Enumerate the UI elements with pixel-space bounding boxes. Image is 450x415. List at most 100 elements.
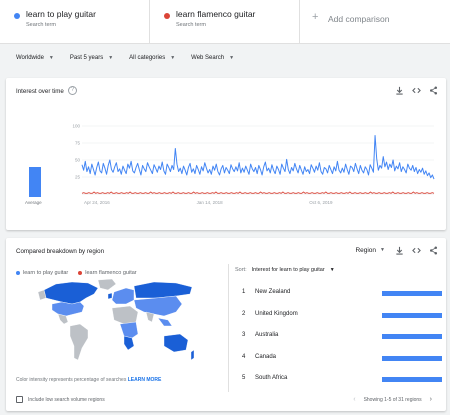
map-region-uk: [107, 292, 113, 300]
region-name: United Kingdom: [255, 310, 298, 317]
term-1-name: learn to play guitar: [26, 9, 96, 19]
help-icon[interactable]: ?: [68, 86, 77, 95]
region-value-bar: [382, 355, 442, 361]
low-volume-checkbox[interactable]: [16, 396, 23, 403]
map-region-asia: [133, 295, 183, 317]
series-line-2[interactable]: [81, 191, 435, 194]
pager-text: Showing 1-5 of 31 regions: [363, 396, 422, 403]
download-icon[interactable]: [394, 85, 404, 95]
sort-label: Sort:: [235, 267, 247, 273]
average-label: Average: [25, 200, 42, 205]
map-region-alaska: [37, 289, 47, 301]
region-name: Australia: [255, 332, 279, 338]
caret-down-icon: ▼: [48, 55, 54, 61]
y-tick-label: 100: [72, 124, 80, 129]
caret-down-icon: ▼: [229, 55, 235, 61]
next-page-icon[interactable]: ›: [429, 396, 432, 403]
map-region-europe: [111, 287, 135, 305]
download-icon[interactable]: [394, 245, 404, 255]
map-region-canada: [43, 281, 99, 305]
region-value-bar: [382, 334, 442, 339]
location-filter-label: Worldwide: [16, 55, 44, 61]
region-value-bar: [382, 291, 442, 296]
y-tick-label: 50: [75, 158, 81, 163]
map-region-greenland: [97, 278, 117, 291]
y-tick-label: 25: [75, 175, 81, 180]
x-tick-label: Apr 24, 2016: [84, 200, 110, 205]
divider: [228, 264, 229, 392]
region-rank: 1: [242, 289, 246, 295]
share-icon[interactable]: [428, 245, 438, 255]
map-region-usa: [51, 301, 85, 317]
low-volume-checkbox-row[interactable]: Include low search volume regions: [16, 396, 105, 403]
property-filter-label: Web Search: [191, 55, 225, 61]
region-rank: 3: [242, 332, 246, 338]
region-rank: 2: [242, 310, 246, 317]
share-icon[interactable]: [428, 85, 438, 95]
region-value-bar: [382, 377, 442, 382]
plus-icon: +: [312, 11, 319, 23]
legend-dot-term-2: [78, 271, 83, 275]
embed-icon[interactable]: [411, 245, 421, 255]
region-legend: learn to play guitar learn flamenco guit…: [16, 270, 137, 276]
legend-item-term-2: learn flamenco guitar: [78, 270, 137, 276]
region-value-bar: [382, 312, 442, 318]
map-region-north-africa: [111, 305, 139, 325]
map-region-new-zealand: [190, 349, 195, 361]
region-title: Compared breakdown by region: [16, 248, 105, 255]
category-filter-label: All categories: [129, 55, 166, 61]
map-region-mexico: [57, 313, 69, 325]
x-tick-label: Oct 6, 2019: [309, 200, 333, 205]
region-tools: Region ▼: [355, 245, 438, 255]
region-rank: 5: [242, 375, 246, 381]
caret-down-icon: ▼: [380, 247, 385, 253]
x-tick-label: Jan 14, 2018: [197, 200, 224, 205]
compare-bar: learn to play guitar Search term learn f…: [0, 0, 450, 44]
series-line-1[interactable]: [81, 135, 435, 180]
category-filter[interactable]: All categories ▼: [129, 55, 175, 61]
prev-page-icon[interactable]: ‹: [353, 396, 356, 403]
location-filter[interactable]: Worldwide ▼: [16, 55, 54, 61]
region-select[interactable]: Region ▼: [355, 247, 385, 254]
term-2-sub: Search term: [176, 22, 206, 28]
term-1-color-dot: [14, 13, 20, 19]
caret-down-icon: ▼: [329, 267, 335, 273]
map-region-australia: [163, 333, 189, 353]
learn-more-link[interactable]: LEARN MORE: [127, 377, 162, 383]
region-breakdown-card: Compared breakdown by region Region ▼ le…: [6, 238, 446, 411]
map-region-se-asia: [157, 317, 173, 327]
region-select-label: Region: [355, 246, 377, 254]
world-map[interactable]: [36, 278, 196, 370]
region-pager: ‹ Showing 1-5 of 31 regions ›: [353, 396, 432, 403]
interest-title: Interest over time: [16, 88, 64, 95]
y-tick-label: 75: [75, 141, 81, 146]
search-term-1[interactable]: learn to play guitar Search term: [0, 0, 150, 44]
search-term-2[interactable]: learn flamenco guitar Search term: [150, 0, 300, 44]
region-name: Canada: [255, 353, 277, 360]
card-tools: [394, 85, 438, 95]
map-note-text: Color intensity represents percentage of…: [16, 377, 127, 383]
term-1-sub: Search term: [26, 22, 56, 28]
interest-over-time-card: Interest over time ? Average 100 75 50 25 Ap…: [6, 78, 446, 230]
caret-down-icon: ▼: [108, 55, 114, 61]
region-row[interactable]: 1 New Zealand: [242, 289, 442, 299]
low-volume-label: Include low search volume regions: [28, 396, 105, 403]
sort-control[interactable]: Sort: Interest for learn to play guitar …: [235, 267, 335, 273]
map-region-south-africa: [123, 335, 135, 351]
time-filter[interactable]: Past 5 years ▼: [70, 55, 113, 61]
property-filter[interactable]: Web Search ▼: [191, 55, 234, 61]
average-bar: [29, 167, 41, 197]
legend-label-term-2: learn flamenco guitar: [85, 270, 137, 276]
time-filter-label: Past 5 years: [69, 55, 104, 61]
map-region-russia: [133, 281, 193, 299]
region-row[interactable]: 3 Australia: [242, 332, 442, 342]
region-row[interactable]: 5 South Africa: [242, 375, 442, 385]
embed-icon[interactable]: [411, 85, 421, 95]
add-comparison-button[interactable]: + Add comparison: [300, 0, 450, 44]
caret-down-icon: ▼: [170, 55, 176, 61]
region-row[interactable]: 4 Canada: [242, 354, 442, 364]
legend-dot-term-1: [16, 271, 20, 275]
legend-item-term-1: learn to play guitar: [16, 270, 68, 276]
region-row[interactable]: 2 United Kingdom: [242, 311, 442, 321]
legend-label-term-1: learn to play guitar: [23, 270, 69, 276]
